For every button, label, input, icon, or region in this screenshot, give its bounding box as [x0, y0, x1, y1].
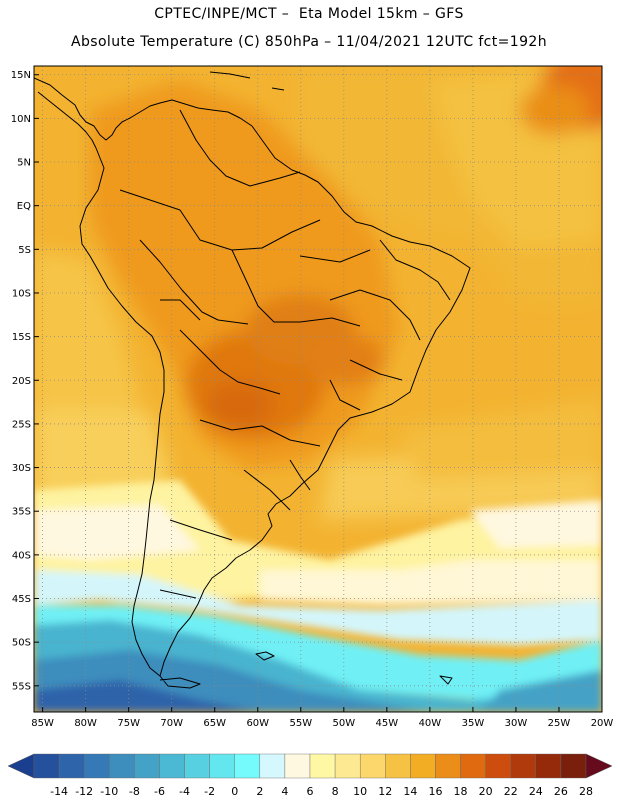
colorbar-swatch [410, 753, 436, 779]
colorbar-swatch [284, 753, 311, 779]
lon-tick-label: 60W [246, 718, 269, 729]
lat-tick-label: 15S [12, 332, 31, 343]
lat-tick-label: 20S [12, 376, 31, 387]
map-title-line1: CPTEC/INPE/MCT – Eta Model 15km – GFS [154, 6, 464, 22]
colorbar-high-arrow [585, 753, 613, 779]
colorbar-swatch [460, 753, 486, 779]
lat-tick-label: 50S [12, 638, 31, 649]
colorbar-swatch [134, 753, 160, 779]
colorbar-label: 10 [353, 785, 367, 798]
lat-tick-label: 55S [12, 681, 31, 692]
temperature-field [34, 66, 602, 712]
colorbar-label: -10 [100, 785, 118, 798]
colorbar-label: -6 [154, 785, 165, 798]
colorbar-low-arrow [7, 753, 35, 779]
colorbar-label: -14 [50, 785, 68, 798]
colorbar-label: 18 [454, 785, 468, 798]
colorbar-label: 12 [378, 785, 392, 798]
colorbar-label: 6 [307, 785, 314, 798]
colorbar-swatch [109, 753, 135, 779]
colorbar-label: -8 [129, 785, 140, 798]
lat-tick-label: 5S [18, 245, 31, 256]
colorbar-swatch [359, 753, 386, 779]
lat-tick-label: EQ [17, 201, 31, 212]
lat-tick-label: 15N [11, 70, 31, 81]
colorbar-swatch [309, 753, 336, 779]
lon-tick-label: 25W [548, 718, 571, 729]
colorbar-swatch [385, 753, 411, 779]
lat-tick-label: 10S [12, 288, 31, 299]
lon-tick-label: 85W [31, 718, 54, 729]
colorbar-label: 22 [504, 785, 518, 798]
colorbar-swatch [535, 753, 562, 779]
colorbar-label: 0 [231, 785, 238, 798]
lat-tick-label: 45S [12, 594, 31, 605]
map-title-line2: Absolute Temperature (C) 850hPa – 11/04/… [70, 34, 547, 50]
colorbar-swatch [83, 753, 110, 779]
lon-tick-label: 35W [462, 718, 485, 729]
colorbar-swatch [560, 753, 587, 779]
colorbar-label: 16 [428, 785, 442, 798]
colorbar-label: 4 [281, 785, 288, 798]
graticule [34, 66, 602, 712]
colorbar-label: 20 [479, 785, 493, 798]
colorbar-label: -4 [179, 785, 190, 798]
colorbar-label: 26 [554, 785, 568, 798]
colorbar-label: 24 [529, 785, 543, 798]
colorbar-label: 28 [579, 785, 593, 798]
lon-tick-label: 50W [333, 718, 356, 729]
colorbar-swatch [159, 753, 185, 779]
colorbar-swatch [485, 753, 511, 779]
lat-tick-label: 40S [12, 550, 31, 561]
lat-tick-label: 30S [12, 463, 31, 474]
colorbar-swatch [209, 753, 235, 779]
colorbar-swatch [334, 753, 361, 779]
lat-tick-label: 10N [11, 114, 31, 125]
colorbar-label: 8 [332, 785, 339, 798]
lat-tick-label: 25S [12, 419, 31, 430]
colorbar-swatch [58, 753, 85, 779]
lat-tick-label: 35S [12, 507, 31, 518]
lon-tick-label: 65W [203, 718, 226, 729]
lon-tick-label: 30W [505, 718, 528, 729]
colorbar-swatch [234, 753, 261, 779]
lon-tick-label: 75W [117, 718, 140, 729]
colorbar-swatch [259, 753, 286, 779]
coastlines [34, 71, 471, 689]
colorbar: -14 -12 -10 -8 -6 -4 -2 0 2 4 6 8 10 12 14 16 18 20 22 24 26… [7, 753, 613, 798]
lon-tick-label: 80W [74, 718, 97, 729]
plot-frame [33, 65, 603, 713]
colorbar-label: 2 [256, 785, 263, 798]
colorbar-label: -12 [75, 785, 93, 798]
lon-tick-label: 40W [419, 718, 442, 729]
lon-tick-label: 20W [591, 718, 614, 729]
lon-tick-label: 70W [160, 718, 183, 729]
latitude-axis: 15N 10N 5N EQ 5S 10S 15S 20S 25S 30S 35S 40S 45S 50S 5… [11, 70, 39, 692]
lon-tick-label: 45W [376, 718, 399, 729]
colorbar-label: -2 [204, 785, 215, 798]
colorbar-swatch [33, 753, 60, 779]
colorbar-label: 14 [403, 785, 417, 798]
colorbar-swatch [435, 753, 461, 779]
longitude-axis: 85W 80W 75W 70W 65W 60W 55W 50W 45W 40W 35W 30W 25W 2… [31, 707, 613, 729]
colorbar-swatch [510, 753, 537, 779]
lon-tick-label: 55W [289, 718, 312, 729]
colorbar-swatch [184, 753, 210, 779]
lat-tick-label: 5N [17, 158, 31, 169]
